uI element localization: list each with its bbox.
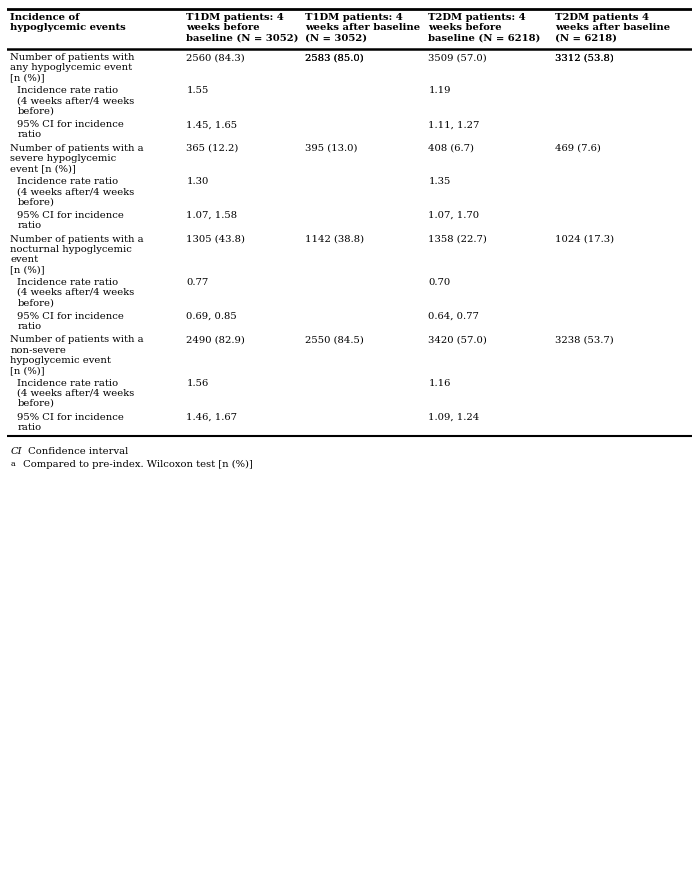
Text: (4 weeks after/4 weeks: (4 weeks after/4 weeks [17, 389, 134, 398]
Text: 0.70: 0.70 [428, 278, 451, 286]
Text: 2583 (85.0)a: 2583 (85.0)a [305, 53, 370, 62]
Text: baseline (N = 3052): baseline (N = 3052) [187, 34, 299, 42]
Text: 1.07, 1.70: 1.07, 1.70 [428, 211, 480, 220]
Text: Incidence rate ratio: Incidence rate ratio [17, 378, 118, 387]
Text: 1.35: 1.35 [428, 177, 451, 186]
Text: 95% CI for incidence: 95% CI for incidence [17, 312, 124, 321]
Text: (4 weeks after/4 weeks: (4 weeks after/4 weeks [17, 187, 134, 196]
Text: 95% CI for incidence: 95% CI for incidence [17, 120, 124, 129]
Text: 2560 (84.3): 2560 (84.3) [187, 53, 245, 62]
Text: Incidence rate ratio: Incidence rate ratio [17, 87, 118, 95]
Text: 1.16: 1.16 [428, 378, 451, 387]
Text: 1.46, 1.67: 1.46, 1.67 [187, 413, 238, 422]
Text: 2490 (82.9): 2490 (82.9) [187, 335, 245, 345]
Text: 1.07, 1.58: 1.07, 1.58 [187, 211, 238, 220]
Text: Number of patients with a: Number of patients with a [10, 335, 144, 345]
Text: (4 weeks after/4 weeks: (4 weeks after/4 weeks [17, 96, 134, 105]
Text: hypoglycemic event: hypoglycemic event [10, 355, 111, 365]
Text: 3509 (57.0): 3509 (57.0) [428, 53, 487, 62]
Text: Incidence rate ratio: Incidence rate ratio [17, 278, 118, 286]
Text: before): before) [17, 197, 55, 206]
Text: Number of patients with: Number of patients with [10, 53, 135, 62]
Text: T1DM patients: 4: T1DM patients: 4 [305, 13, 403, 22]
Text: before): before) [17, 399, 55, 408]
Text: weeks after baseline: weeks after baseline [305, 23, 420, 33]
Text: a: a [10, 461, 15, 469]
Text: ratio: ratio [17, 423, 41, 431]
Text: event [n (%)]: event [n (%)] [10, 164, 76, 173]
Text: Number of patients with a: Number of patients with a [10, 144, 144, 153]
Text: before): before) [17, 298, 55, 307]
Text: 3312 (53.8): 3312 (53.8) [555, 53, 614, 62]
Text: 1358 (22.7): 1358 (22.7) [428, 234, 487, 244]
Text: Incidence of: Incidence of [10, 13, 80, 22]
Text: 3238 (53.7): 3238 (53.7) [555, 335, 614, 345]
Text: [n (%)]: [n (%)] [10, 366, 45, 375]
Text: weeks before: weeks before [428, 23, 502, 33]
Text: 3420 (57.0): 3420 (57.0) [428, 335, 487, 345]
Text: non-severe: non-severe [10, 346, 66, 354]
Text: 0.77: 0.77 [187, 278, 209, 286]
Text: nocturnal hypoglycemic: nocturnal hypoglycemic [10, 245, 132, 254]
Text: 2583 (85.0): 2583 (85.0) [305, 53, 363, 62]
Text: 3312 (53.8)a: 3312 (53.8)a [555, 53, 620, 62]
Text: baseline (N = 6218): baseline (N = 6218) [428, 34, 540, 42]
Text: weeks after baseline: weeks after baseline [555, 23, 670, 33]
Text: 395 (13.0): 395 (13.0) [305, 144, 357, 153]
Text: ratio: ratio [17, 221, 41, 230]
Text: 1142 (38.8): 1142 (38.8) [305, 234, 364, 244]
Text: event: event [10, 255, 38, 264]
Text: 1.56: 1.56 [187, 378, 209, 387]
Text: [n (%)]: [n (%)] [10, 265, 45, 274]
Text: 1305 (43.8): 1305 (43.8) [187, 234, 245, 244]
Text: 469 (7.6): 469 (7.6) [555, 144, 601, 153]
Text: 2550 (84.5): 2550 (84.5) [305, 335, 364, 345]
Text: Compared to pre-index. Wilcoxon test [n (%)]: Compared to pre-index. Wilcoxon test [n … [20, 460, 253, 469]
Text: 2583 (85.0): 2583 (85.0) [305, 53, 363, 62]
Text: 95% CI for incidence: 95% CI for incidence [17, 413, 124, 422]
Text: ratio: ratio [17, 130, 41, 140]
Text: 3312 (53.8): 3312 (53.8) [555, 53, 614, 62]
Text: 408 (6.7): 408 (6.7) [428, 144, 475, 153]
Text: (N = 3052): (N = 3052) [305, 34, 367, 42]
Text: 1.55: 1.55 [187, 87, 209, 95]
Text: 1.45, 1.65: 1.45, 1.65 [187, 120, 238, 129]
Text: before): before) [17, 107, 55, 116]
Text: weeks before: weeks before [187, 23, 260, 33]
Text: hypoglycemic events: hypoglycemic events [10, 23, 126, 33]
Text: T2DM patients 4: T2DM patients 4 [555, 13, 649, 22]
Text: 1024 (17.3): 1024 (17.3) [555, 234, 614, 244]
Text: any hypoglycemic event: any hypoglycemic event [10, 64, 133, 72]
Text: 0.69, 0.85: 0.69, 0.85 [187, 312, 237, 321]
Text: 0.64, 0.77: 0.64, 0.77 [428, 312, 479, 321]
Text: 1.11, 1.27: 1.11, 1.27 [428, 120, 480, 129]
Text: (N = 6218): (N = 6218) [555, 34, 617, 42]
Text: 1.09, 1.24: 1.09, 1.24 [428, 413, 480, 422]
Text: severe hypoglycemic: severe hypoglycemic [10, 154, 117, 163]
Text: ratio: ratio [17, 322, 41, 331]
Text: [n (%)]: [n (%)] [10, 73, 45, 82]
Text: 365 (12.2): 365 (12.2) [187, 144, 239, 153]
Text: Number of patients with a: Number of patients with a [10, 234, 144, 244]
Text: 1.30: 1.30 [187, 177, 209, 186]
Text: Confidence interval: Confidence interval [25, 446, 129, 456]
Text: 95% CI for incidence: 95% CI for incidence [17, 211, 124, 220]
Text: CI: CI [10, 446, 22, 456]
Text: 1.19: 1.19 [428, 87, 451, 95]
Text: T1DM patients: 4: T1DM patients: 4 [187, 13, 284, 22]
Text: (4 weeks after/4 weeks: (4 weeks after/4 weeks [17, 288, 134, 297]
Text: T2DM patients: 4: T2DM patients: 4 [428, 13, 526, 22]
Text: Incidence rate ratio: Incidence rate ratio [17, 177, 118, 186]
